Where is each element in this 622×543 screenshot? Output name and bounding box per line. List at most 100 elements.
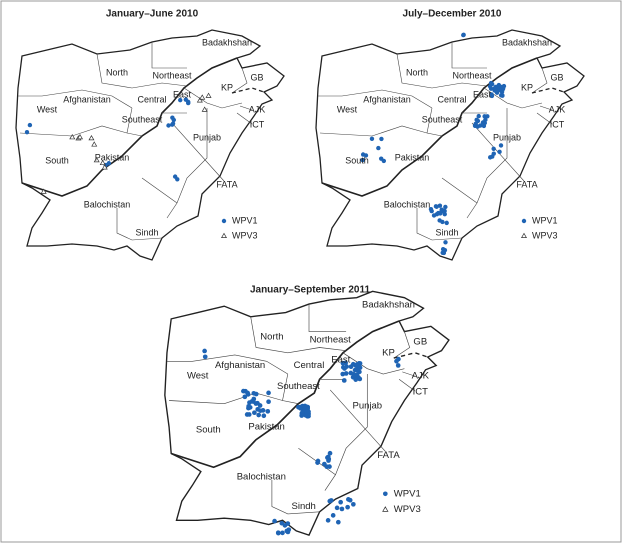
wpv1-case	[369, 136, 375, 141]
region-label: Punjab	[493, 132, 521, 142]
wpv1-case	[335, 519, 341, 525]
wpv1-case	[351, 501, 356, 507]
wpv1-case	[247, 405, 253, 410]
region-label: Afghanistan	[215, 360, 265, 371]
legend-wpv1-symbol	[521, 218, 527, 224]
wpv1-case	[338, 499, 343, 505]
wpv1-case	[24, 130, 30, 135]
wpv1-case	[253, 401, 259, 406]
region-label: Central	[437, 94, 466, 104]
region-label: KP	[221, 82, 233, 92]
wpv3-case	[88, 134, 95, 141]
wpv3-case	[93, 156, 100, 163]
wpv1-case	[241, 388, 246, 394]
wpv1-case	[439, 208, 445, 213]
wpv3-case	[91, 141, 98, 147]
region-label: AJK	[549, 104, 566, 114]
wpv1-case	[260, 408, 266, 413]
wpv1-case	[255, 406, 261, 412]
region-label: AJK	[249, 104, 266, 114]
wpv1-case	[442, 211, 447, 217]
region-label: Badakhshan	[362, 300, 415, 311]
wpv3-case	[201, 106, 208, 112]
wpv1-case	[297, 404, 303, 410]
wpv1-case	[252, 410, 257, 416]
wpv1-case	[363, 153, 369, 158]
region-label: Sindh	[135, 227, 158, 237]
region-label: Balochistan	[84, 199, 131, 209]
wpv1-case	[170, 122, 175, 127]
region-label: East	[473, 89, 492, 99]
region-label: South	[196, 425, 221, 436]
wpv1-case	[485, 114, 490, 119]
region-label: GB	[413, 337, 427, 348]
wpv3-case	[69, 134, 76, 140]
region-label: South	[345, 155, 369, 165]
region-label: Southeast	[277, 381, 320, 392]
region-label: FATA	[216, 179, 237, 189]
wpv1-case	[304, 404, 309, 410]
region-label: FATA	[516, 179, 537, 189]
region-label: Pakistan	[395, 152, 430, 162]
wpv1-case	[265, 409, 271, 414]
wpv1-case	[433, 204, 439, 209]
wpv1-case	[166, 123, 171, 128]
map-panel: Badakhshan North Northeast GB KP Afghanistan C…	[315, 29, 585, 261]
region-label: West	[37, 104, 58, 114]
wpv1-case	[330, 513, 336, 518]
region-label: Southeast	[422, 114, 463, 124]
wpv1-case	[328, 498, 334, 503]
wpv1-case	[106, 161, 112, 166]
region-label: Sindh	[435, 227, 458, 237]
wpv1-case	[285, 529, 291, 535]
region-label: East	[331, 355, 350, 366]
region-label: Punjab	[352, 400, 382, 411]
region-label: North	[106, 67, 128, 77]
wpv1-case	[202, 354, 208, 360]
region-label: KP	[521, 82, 533, 92]
wpv1-case	[249, 398, 255, 404]
wpv1-case	[245, 390, 250, 396]
wpv1-case	[440, 219, 445, 225]
wpv1-case	[280, 530, 285, 536]
region-label: GB	[250, 72, 263, 82]
wpv1-case	[275, 530, 281, 536]
region-label: Sindh	[292, 501, 316, 512]
wpv1-case	[261, 413, 267, 419]
wpv1-case	[436, 210, 441, 216]
wpv1-case	[381, 158, 387, 164]
wpv1-case	[443, 204, 448, 210]
legend-wpv3-symbol	[220, 232, 228, 238]
wpv1-case	[488, 80, 494, 86]
wpv3-case	[40, 188, 47, 194]
wpv1-case	[279, 520, 285, 526]
wpv1-case	[175, 177, 180, 182]
region-label: Northeast	[452, 70, 492, 80]
legend-label: WPV3	[232, 230, 258, 240]
wpv1-case	[440, 250, 445, 255]
wpv1-case	[27, 122, 33, 128]
wpv1-case	[327, 464, 332, 469]
region-label: GB	[550, 72, 563, 82]
wpv1-case	[360, 157, 365, 163]
region-label: Pakistan	[248, 422, 285, 433]
legend-wpv1-symbol	[221, 218, 227, 224]
legend-label: WPV3	[532, 230, 558, 240]
wpv1-case	[487, 84, 493, 89]
region-label: Southeast	[122, 114, 163, 124]
wpv1-case	[379, 136, 384, 142]
region-label: ICT	[550, 119, 565, 129]
region-label: ICT	[413, 387, 429, 398]
wpv1-case	[340, 360, 346, 366]
region-label: Central	[294, 360, 325, 371]
legend-label: WPV3	[394, 504, 421, 515]
region-label: Afghanistan	[63, 94, 111, 104]
wpv1-case	[376, 145, 381, 151]
wpv1-case	[178, 97, 183, 103]
wpv1-case	[357, 365, 363, 370]
wpv1-case	[299, 411, 305, 416]
wpv1-case	[501, 83, 507, 89]
wpv1-case	[256, 412, 262, 418]
region-label: Balochistan	[237, 471, 286, 482]
wpv1-case	[353, 362, 358, 368]
